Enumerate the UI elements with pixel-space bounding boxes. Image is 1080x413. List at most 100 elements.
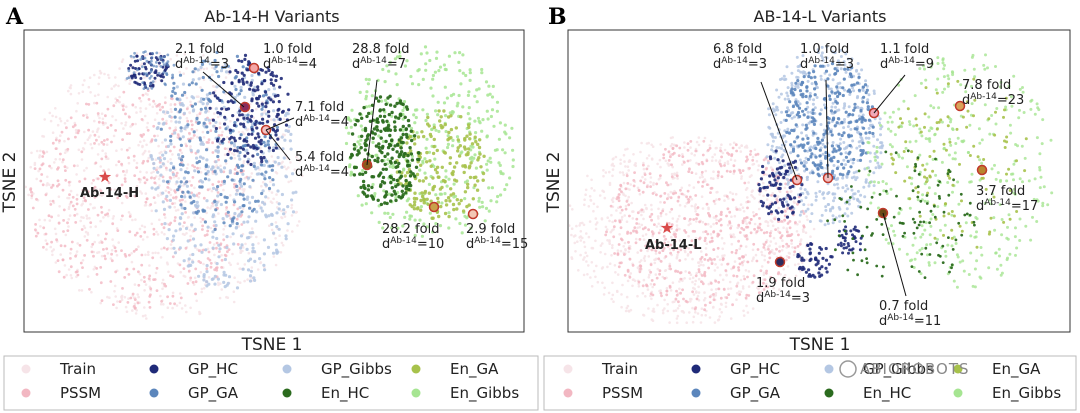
legend-a-marker-pssm <box>21 388 31 398</box>
highlight-1-9-fold-b <box>774 256 786 268</box>
panel-a-letter: A <box>5 4 24 30</box>
legend-b-label-en-hc: En_HC <box>863 384 911 403</box>
legend-a-label-en-gibbs: En_Gibbs <box>450 384 519 403</box>
legend-a-marker-gp-hc <box>149 364 159 374</box>
legend-a-label-en-hc: En_HC <box>321 384 369 403</box>
legend-b-marker-en-hc <box>824 388 834 398</box>
panel-b-title: AB-14-L Variants <box>754 7 887 26</box>
variant-d-label: dAb-14=4 <box>295 164 349 180</box>
reference-star-b <box>660 221 674 234</box>
en-ga-points-a <box>395 109 486 220</box>
reference-label-b: Ab-14-L <box>645 238 702 253</box>
legend-b-label-en-gibbs: En_Gibbs <box>992 384 1061 403</box>
leader-line <box>825 79 829 179</box>
variant-d-label: dAb-14=23 <box>962 92 1024 108</box>
reference-star-a <box>98 170 112 183</box>
train-points-b <box>569 136 816 325</box>
legend-b-marker-en-gibbs <box>953 388 963 398</box>
gp-hc-cluster-b2 <box>836 225 864 255</box>
variant-d-label: dAb-14=15 <box>466 236 528 252</box>
legend-b-label-en-ga: En_GA <box>992 360 1041 379</box>
leader-line <box>202 71 245 108</box>
legend-a: Train PSSM GP_HC GP_GA GP_Gibbs En_HC En_GA En_… <box>3 355 539 411</box>
leader-line <box>882 212 907 297</box>
variant-fold-label: 0.7 fold <box>879 299 928 314</box>
panel-b-letter: B <box>548 4 567 30</box>
legend-b-marker-gp-hc <box>691 364 701 374</box>
variant-d-label: dAb-14=17 <box>976 198 1038 214</box>
leader-line <box>265 117 295 131</box>
legend-a-marker-gp-gibbs <box>282 364 292 374</box>
legend-b-marker-gp-gibbs <box>824 364 834 374</box>
highlight-3-7-fold-b <box>976 164 988 176</box>
legend-b-marker-gp-ga <box>691 388 701 398</box>
variant-fold-label: 7.1 fold <box>295 100 344 115</box>
panel-b-points <box>569 45 1054 325</box>
panel-a: A Ab-14-H Variants Ab-14-H 2.1 fold dAb-14… <box>0 4 528 355</box>
variant-fold-label: 28.2 fold <box>382 222 439 237</box>
legend-b-label-gp-ga: GP_GA <box>730 384 781 403</box>
variant-d-label: dAb-14=3 <box>756 290 810 306</box>
variant-d-label: dAb-14=9 <box>880 56 934 72</box>
en-gibbs-points-a <box>344 45 515 238</box>
leader-line <box>760 81 798 181</box>
legend-a-marker-en-ga <box>411 364 421 374</box>
reference-label-a: Ab-14-H <box>80 186 139 201</box>
legend-a-label-gp-gibbs: GP_Gibbs <box>321 360 392 379</box>
legend-a-marker-en-gibbs <box>411 388 421 398</box>
variant-d-label: dAb-14=7 <box>352 56 406 72</box>
legend-b-label-gp-hc: GP_HC <box>730 360 780 379</box>
leader-line <box>873 74 906 114</box>
legend-b-marker-en-ga <box>953 364 963 374</box>
variant-fold-label: 2.9 fold <box>466 222 515 237</box>
variant-d-label: dAb-14=11 <box>879 313 941 329</box>
variant-d-label: dAb-14=3 <box>800 56 854 72</box>
variant-fold-label: 5.4 fold <box>295 150 344 165</box>
gp-ga-points-b <box>784 62 875 180</box>
variant-fold-label: 3.7 fold <box>976 184 1025 199</box>
variant-fold-label: 1.9 fold <box>756 276 805 291</box>
legend-a-marker-en-hc <box>282 388 292 398</box>
legend-a-label-en-ga: En_GA <box>450 360 499 379</box>
legend-b-label-train: Train <box>601 360 638 378</box>
legend-a-marker-train <box>21 364 31 374</box>
variant-d-label: dAb-14=4 <box>295 114 349 130</box>
panel-a-points <box>25 45 515 320</box>
legend-a-label-train: Train <box>59 360 96 378</box>
variant-d-label: dAb-14=3 <box>713 56 767 72</box>
panel-b-xlabel: TSNE 1 <box>789 335 851 355</box>
highlight-7-8-fold-b <box>954 100 966 112</box>
watermark: ABIOROBOTS <box>839 360 969 378</box>
panel-a-xlabel: TSNE 1 <box>241 335 303 355</box>
panel-b: B AB-14-L Variants Ab-14-L6.8 folddAb-14… <box>544 4 1071 355</box>
gp-hc-points-a <box>208 53 291 167</box>
highlight-2-1-fold-a <box>239 101 251 113</box>
gp-ga-cluster-top-a <box>125 50 176 91</box>
legend-b-marker-train <box>563 364 573 374</box>
variant-d-label: dAb-14=10 <box>382 236 444 252</box>
variant-fold-label: 6.8 fold <box>713 42 762 57</box>
legend-b-label-gp-gibbs: GP_Gibbs <box>863 360 934 379</box>
legend-b-marker-pssm <box>563 388 573 398</box>
variant-fold-label: 28.8 fold <box>352 42 409 57</box>
legend-a-label-gp-ga: GP_GA <box>188 384 239 403</box>
gp-gibbs-points-a <box>149 62 298 290</box>
panel-a-ylabel: TSNE 2 <box>0 152 20 214</box>
highlight-2-9-fold-a <box>467 208 479 220</box>
legend-b: Train PSSM GP_HC GP_GA GP_Gibbs En_HC En_GA En_… <box>543 355 1077 411</box>
legend-a-frame <box>3 355 539 411</box>
panel-a-title: Ab-14-H Variants <box>204 7 339 26</box>
legend-b-frame <box>543 355 1077 411</box>
legend-a-label-pssm: PSSM <box>60 384 101 402</box>
watermark-icon <box>839 360 857 378</box>
legend-b-label-pssm: PSSM <box>602 384 643 402</box>
variant-fold-label: 2.1 fold <box>175 42 224 57</box>
panel-b-ylabel: TSNE 2 <box>544 152 564 214</box>
variant-fold-label: 7.8 fold <box>962 78 1011 93</box>
highlight-28-2-fold-a <box>428 201 440 213</box>
gp-hc-cluster-b <box>796 242 834 279</box>
pssm-points-a <box>29 89 249 310</box>
